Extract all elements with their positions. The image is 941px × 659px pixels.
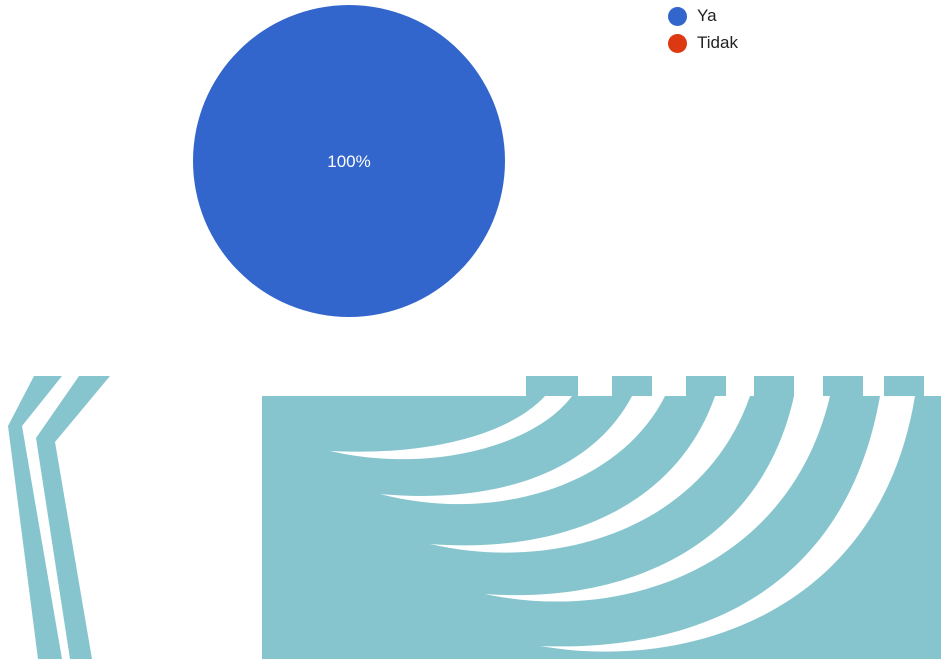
decor-right-panel <box>262 376 941 659</box>
pie-slice-ya[interactable] <box>193 5 505 317</box>
pie-slice-labels: 100% <box>327 152 370 171</box>
legend-label-tidak: Tidak <box>697 33 738 52</box>
pie-slice-label-ya: 100% <box>327 152 370 171</box>
legend-label-ya: Ya <box>697 6 717 25</box>
pie-chart: 100% <box>193 5 505 317</box>
legend-item-ya[interactable]: Ya <box>668 4 738 28</box>
decorative-banner-graphic <box>8 376 941 659</box>
decor-left-stripe-outer <box>8 376 62 659</box>
legend-swatch-tidak <box>668 33 687 53</box>
legend-item-tidak[interactable]: Tidak <box>668 31 738 55</box>
pie-slices <box>193 5 505 317</box>
decor-left-stripe-inner <box>36 376 110 659</box>
legend-swatch-ya <box>668 6 687 26</box>
chart-legend: Ya Tidak <box>668 4 738 58</box>
